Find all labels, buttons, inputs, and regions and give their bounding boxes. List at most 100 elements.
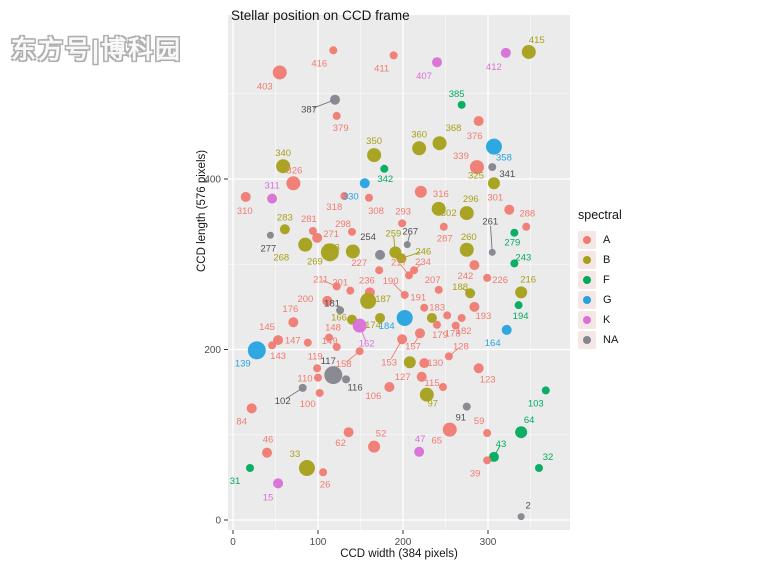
point-label: 52: [376, 429, 387, 440]
x-tick-label: 300: [480, 537, 497, 548]
data-point: [415, 328, 425, 339]
data-point: [469, 160, 484, 175]
point-label: 254: [360, 232, 376, 243]
data-point: [515, 426, 528, 439]
point-label: 415: [529, 35, 545, 46]
point-label: 316: [433, 189, 449, 200]
legend-dot-icon: [583, 336, 591, 344]
data-point: [340, 192, 349, 201]
legend-key-swatch: [578, 291, 596, 309]
legend-key-swatch: [578, 251, 596, 269]
data-point: [451, 321, 460, 330]
data-point: [397, 334, 408, 345]
point-label: 64: [524, 415, 535, 426]
legend-items: A B F G K NA: [578, 230, 622, 350]
point-label: 47: [415, 434, 426, 445]
point-label: 33: [290, 449, 301, 460]
data-point: [432, 57, 442, 68]
point-label: 242: [457, 271, 473, 282]
data-point: [515, 286, 528, 299]
data-point: [288, 317, 299, 328]
point-label: 178: [445, 329, 461, 340]
data-point: [330, 94, 340, 105]
point-label: 340: [275, 148, 291, 159]
data-point: [522, 222, 531, 231]
point-label: 188: [452, 282, 468, 293]
point-label: 269: [307, 256, 323, 267]
point-label: 376: [467, 131, 483, 142]
point-label: 147: [285, 336, 301, 347]
legend: spectral A B F G K NA: [578, 208, 622, 350]
point-label: 293: [395, 206, 411, 217]
point-label: 283: [277, 212, 293, 223]
data-point: [473, 363, 484, 374]
data-point: [398, 219, 407, 228]
legend-key-swatch: [578, 271, 596, 289]
point-label: 411: [374, 63, 389, 74]
point-label: 287: [437, 234, 453, 245]
data-point: [465, 288, 476, 299]
data-point: [384, 382, 395, 393]
data-point: [332, 342, 341, 351]
point-label: 407: [416, 71, 432, 82]
data-point: [336, 306, 345, 315]
data-point: [314, 373, 322, 382]
point-label: 164: [485, 338, 501, 349]
data-point: [303, 338, 312, 347]
point-label: 301: [487, 193, 503, 204]
data-point: [510, 228, 519, 237]
data-point: [380, 164, 389, 173]
data-point: [308, 227, 317, 236]
data-point: [487, 177, 500, 190]
legend-item-G: G: [578, 290, 622, 310]
point-label: 226: [492, 275, 508, 286]
data-point: [396, 253, 407, 264]
data-point: [247, 341, 266, 360]
data-point: [404, 271, 413, 280]
point-label: 179: [432, 330, 448, 341]
point-label: 153: [381, 357, 397, 368]
point-label: 260: [461, 232, 477, 243]
point-label: 157: [405, 341, 421, 352]
point-label: 227: [351, 258, 367, 269]
watermark-text: 东方号|博科园: [11, 36, 182, 64]
point-label: 308: [368, 206, 384, 217]
data-point: [375, 266, 384, 275]
data-point: [266, 231, 274, 239]
data-point: [517, 513, 525, 521]
data-point: [473, 116, 484, 127]
point-label: 216: [520, 274, 536, 285]
point-label: 148: [325, 323, 341, 334]
data-point: [272, 65, 287, 80]
data-point: [240, 191, 251, 202]
plot-panel: [228, 15, 570, 530]
point-label: 325: [468, 170, 484, 181]
data-point: [469, 301, 480, 312]
data-point: [367, 148, 382, 163]
legend-key-swatch: [578, 231, 596, 249]
data-point: [432, 136, 447, 151]
legend-item-label: B: [603, 254, 611, 266]
point-label: 106: [365, 391, 381, 402]
data-point: [488, 248, 496, 256]
legend-item-label: F: [603, 274, 610, 286]
data-point: [403, 241, 411, 249]
point-label: 191: [410, 293, 426, 304]
point-label: 102: [275, 396, 291, 407]
point-label: 387: [301, 105, 317, 116]
point-label: 200: [297, 294, 313, 305]
point-labels: 415 412 416 411 407 403 387 385 379 376 368 358 360 3…: [230, 35, 554, 512]
point-label: 358: [496, 153, 512, 164]
point-label: 385: [449, 89, 465, 100]
point-label: 194: [513, 311, 529, 322]
data-point: [419, 358, 430, 369]
data-point: [510, 259, 519, 268]
y-tick-label: 200: [204, 345, 221, 356]
point-label: 416: [311, 58, 327, 69]
point-label: 91: [455, 413, 466, 424]
data-point: [298, 383, 307, 392]
point-label: 59: [474, 416, 485, 427]
point-label: 62: [335, 438, 346, 449]
legend-dot-icon: [583, 316, 591, 324]
